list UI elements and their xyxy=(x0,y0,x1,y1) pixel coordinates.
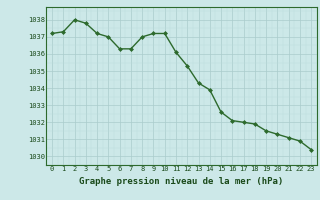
X-axis label: Graphe pression niveau de la mer (hPa): Graphe pression niveau de la mer (hPa) xyxy=(79,177,284,186)
